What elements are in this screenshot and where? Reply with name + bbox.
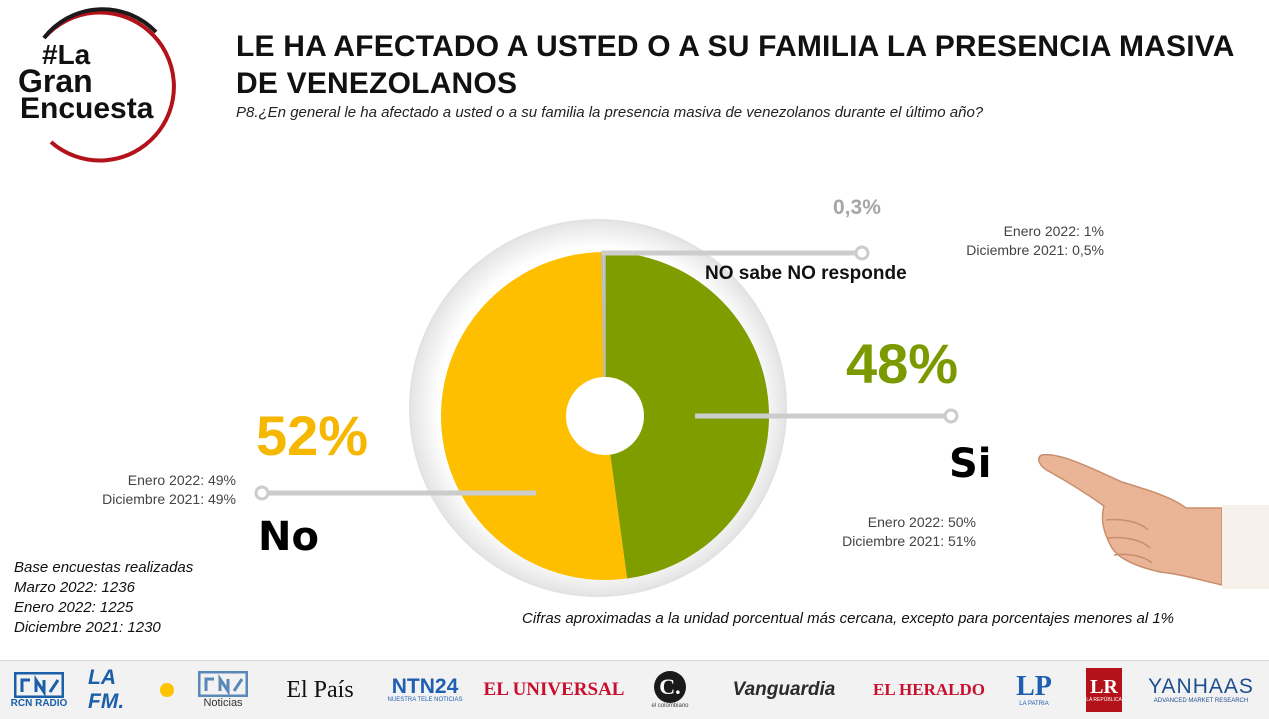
slice-si [605,252,769,579]
si-percent-label: 48% [846,332,958,395]
logo-line-1: #La [42,39,91,70]
si-history-dec: Diciembre 2021: 51% [842,533,976,549]
leader-dot-si [943,408,959,424]
question-text: P8.¿En general le ha afectado a usted o … [236,104,984,121]
brand-el-colombiano-sub: el colombiano [651,703,689,709]
brand-la-republica-sub: LA REPÚBLICA [1086,697,1122,703]
brand-la-republica-box: LR LA REPÚBLICA [1086,668,1122,712]
brand-vanguardia: Vanguardia [716,661,852,719]
no-category-label: No [258,514,319,560]
rounding-note: Cifras aproximadas a la unidad porcentua… [522,610,1175,627]
nsnr-history-dec: Diciembre 2021: 0,5% [966,242,1104,258]
brand-noticias-text: Noticias [203,697,243,709]
base-row-jan: Enero 2022: 1225 [14,599,134,616]
si-category-label: Si [949,441,992,487]
leader-dot-nsnr [854,245,870,261]
base-surveys: Base encuestas realizadas Marzo 2022: 12… [14,558,193,638]
brand-el-colombiano-mark: C. [654,671,686,703]
brand-el-universal-text: EL UNIVERSAL [483,679,625,700]
brand-ntn24-sub: NUESTRA TELE NOTICIAS [387,697,463,703]
brand-ntn24: NTN24 NUESTRA TELE NOTICIAS [384,661,466,719]
rcn-noticias-logo-icon [198,671,248,697]
donut-chart: 48% 52% 0,3% Si No NO sabe NO responde [254,196,1269,597]
brand-ntn24-text: NTN24 [391,675,459,698]
brand-el-heraldo-text: EL HERALDO [873,680,985,699]
nsnr-history: Enero 2022: 1% Diciembre 2021: 0,5% [904,222,1104,260]
page-title: LE HA AFECTADO A USTED O A SU FAMILIA LA… [236,30,1234,100]
brand-lafm-text: LA FM. [88,666,125,713]
nsnr-percent-label: 0,3% [833,196,881,219]
brand-el-universal: EL UNIVERSAL [482,661,626,719]
no-history-jan: Enero 2022: 49% [127,472,236,488]
brand-la-republica-text: LR [1090,676,1118,698]
brand-el-heraldo: EL HERALDO [866,661,992,719]
brand-la-patria: LP LA PATRIA [1004,661,1064,719]
la-gran-encuesta-logo: #La Gran Encuesta [18,7,176,163]
brand-el-pais-text: El País [286,676,354,703]
brand-yanhaas-text: YANHAAS [1148,675,1254,698]
lafm-dot-icon [160,683,174,697]
brand-rcn-radio: RCN RADIO [6,661,72,719]
no-percent-label: 52% [256,404,368,467]
brand-rcn-radio-text: RCN RADIO [10,697,68,709]
si-history: Enero 2022: 50% Diciembre 2021: 51% [776,513,976,551]
brand-el-colombiano: C. el colombiano [646,661,694,719]
logo-line-2: Gran [18,63,93,99]
leader-dot-no [254,485,270,501]
nsnr-history-jan: Enero 2022: 1% [1003,223,1104,239]
base-heading: Base encuestas realizadas [14,559,194,576]
rcn-logo-icon [14,671,64,698]
si-history-jan: Enero 2022: 50% [867,514,976,530]
brand-lafm: LA FM. [88,661,174,719]
sponsor-footer: RCN RADIO LA FM. Noticias El País NTN24 … [0,660,1269,719]
no-history: Enero 2022: 49% Diciembre 2021: 49% [36,471,236,509]
donut-hole [566,377,644,455]
base-row-dec: Diciembre 2021: 1230 [14,619,161,636]
slice-no [440,252,628,580]
no-history-dec: Diciembre 2021: 49% [102,491,236,507]
logo-line-3: Encuesta [20,92,154,125]
nsnr-category-label: NO sabe NO responde [705,263,907,284]
brand-yanhaas: YANHAAS ADVANCED MARKET RESEARCH [1142,661,1260,719]
brand-la-republica: LR LA REPÚBLICA [1078,661,1130,719]
brand-la-patria-text: LP [1016,671,1052,702]
brand-yanhaas-sub: ADVANCED MARKET RESEARCH [1153,698,1249,704]
brand-el-pais: El País [270,661,370,719]
brand-vanguardia-text: Vanguardia [732,679,836,700]
brand-rcn-noticias: Noticias [190,661,256,719]
brand-la-patria-sub: LA PATRIA [1019,701,1049,707]
base-row-mar: Marzo 2022: 1236 [14,579,135,596]
pointing-hand-icon [1037,453,1269,589]
